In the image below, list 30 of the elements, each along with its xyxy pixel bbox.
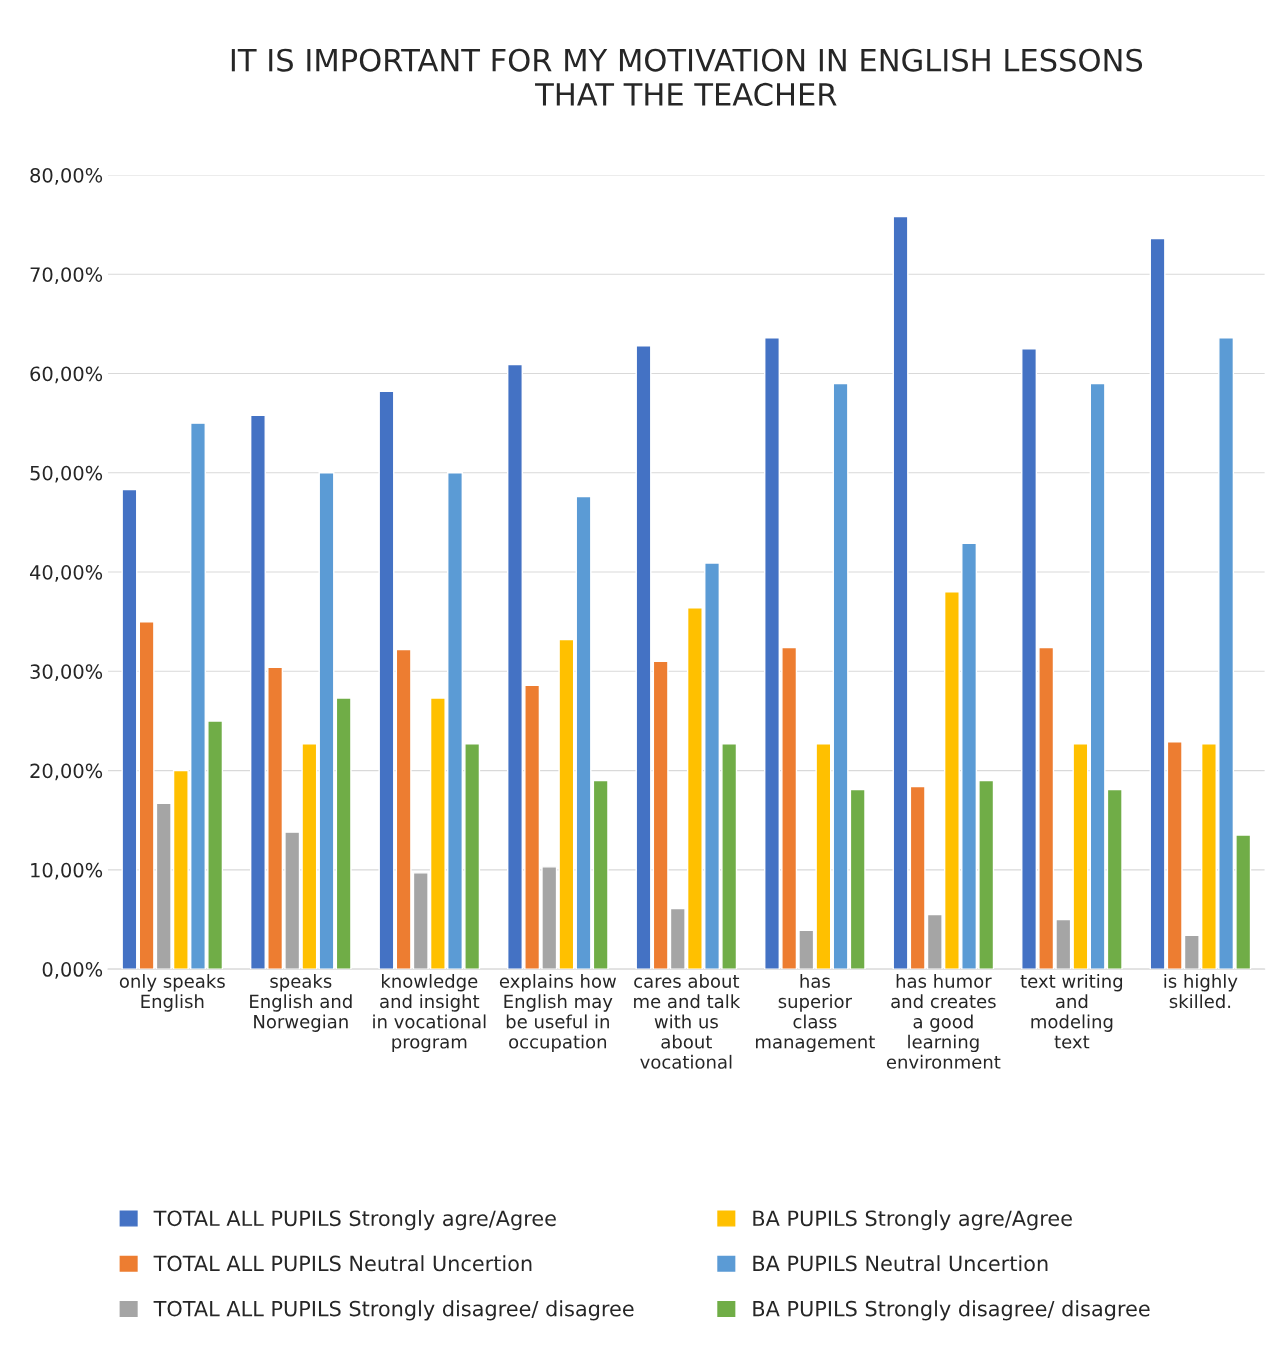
y-tick-label: 10,00% (31, 862, 103, 880)
legend-label: BA PUPILS Strongly disagree/ disagree (753, 1300, 1150, 1321)
y-tick-label: 50,00% (30, 465, 103, 483)
x-tick-label: is highly skilled. (1164, 973, 1238, 1009)
x-tick-label: only speaks English (119, 973, 225, 1012)
legend-label: BA PUPILS Strongly agre/Agree (753, 1210, 1072, 1231)
x-tick-label: speaks English and Norwegian (250, 973, 352, 1032)
bar (318, 472, 335, 970)
x-tick-label: explains how English may be useful in occupation (499, 973, 617, 1053)
x-tick-label: has superior class management (756, 973, 875, 1053)
legend-label: TOTAL ALL PUPILS Strongly agre/Agree (153, 1210, 556, 1231)
y-tick-label: 80,00% (30, 167, 103, 185)
y-tick-label: 0,00% (42, 962, 103, 979)
legend-label: TOTAL ALL PUPILS Neutral Uncertion (153, 1255, 532, 1272)
bar (378, 390, 395, 970)
legend-label: TOTAL ALL PUPILS Strongly disagree/ disagree (153, 1300, 634, 1321)
y-tick-label: 60,00% (30, 366, 103, 384)
x-tick-label: cares about me and talk with us about vocational (634, 973, 741, 1069)
x-tick-label: has humor and creates a good learning environment (886, 973, 1001, 1069)
chart-title: IT IS IMPORTANT FOR MY MOTIVATION IN ENGLISH LESSONS THAT THE TEACHER (231, 48, 1143, 106)
x-tick-label: knowledge and insight in vocational program (373, 973, 486, 1053)
bar (335, 697, 352, 970)
x-tick-label: text writing and modeling text (1020, 973, 1123, 1049)
y-tick-label: 70,00% (30, 267, 103, 284)
y-tick-label: 30,00% (30, 664, 103, 681)
bar (121, 488, 138, 970)
y-tick-label: 20,00% (30, 763, 103, 781)
bar (635, 345, 652, 970)
legend-label: BA PUPILS Neutral Uncertion (753, 1255, 1048, 1272)
y-tick-label: 40,00% (29, 565, 103, 582)
